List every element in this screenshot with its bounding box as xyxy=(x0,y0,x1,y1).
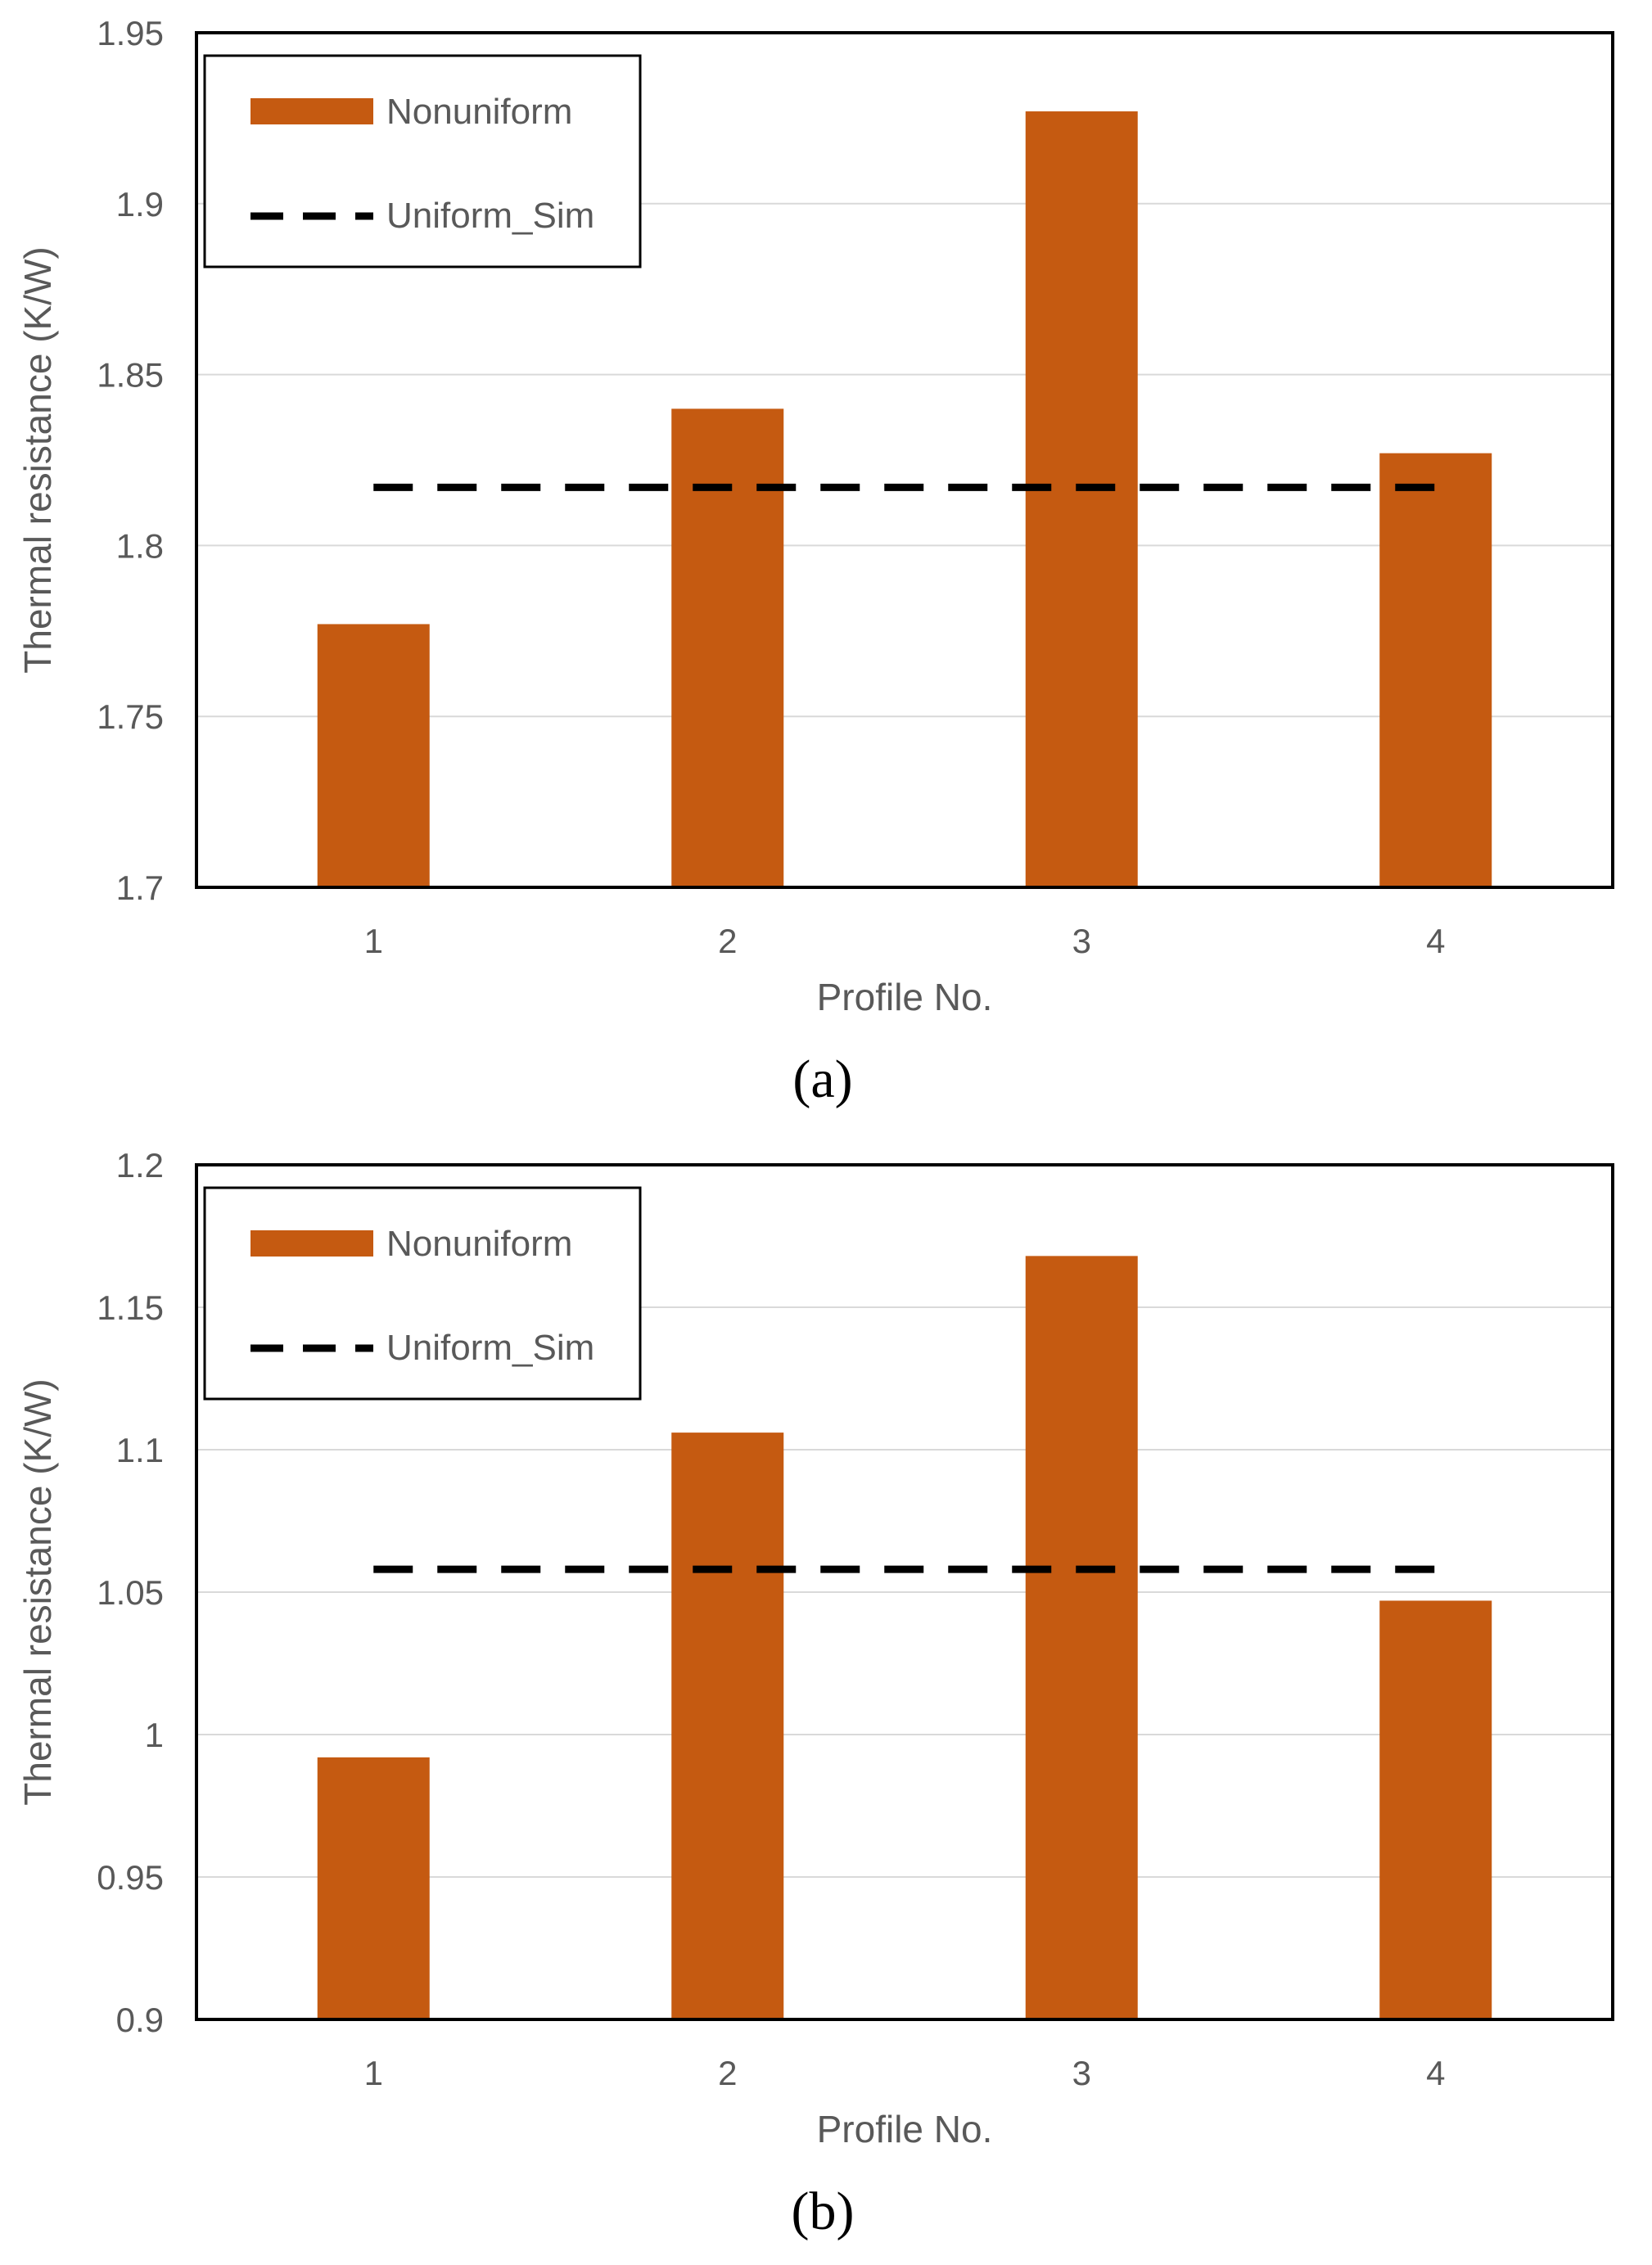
y-tick-label: 1.95 xyxy=(97,14,164,52)
y-tick-label: 1.05 xyxy=(97,1573,164,1612)
legend-box xyxy=(203,1186,642,1401)
x-tick-label: 2 xyxy=(718,2054,737,2092)
panel-label: (a) xyxy=(792,1049,852,1109)
y-tick-label: 1.15 xyxy=(97,1288,164,1327)
x-tick-label: 2 xyxy=(718,922,737,960)
x-tick-label: 3 xyxy=(1072,922,1091,960)
x-tick-label: 3 xyxy=(1072,2054,1091,2092)
bar-nonuniform-4 xyxy=(1379,1600,1492,2019)
y-tick-label: 1.75 xyxy=(97,697,164,736)
bar-nonuniform-3 xyxy=(1025,1256,1138,2019)
y-tick-label: 1.8 xyxy=(116,526,164,565)
x-tick-label: 4 xyxy=(1426,2054,1445,2092)
x-axis-title: Profile No. xyxy=(817,976,993,1018)
legend-swatch-nonuniform xyxy=(251,98,373,124)
y-tick-label: 1 xyxy=(145,1716,164,1754)
panel-label: (b) xyxy=(792,2182,855,2241)
x-tick-label: 4 xyxy=(1426,922,1445,960)
legend-label-uniform-sim: Uniform_Sim xyxy=(386,196,594,236)
legend-label-uniform-sim: Uniform_Sim xyxy=(386,1328,594,1368)
bar-nonuniform-2 xyxy=(671,1433,784,2019)
y-tick-label: 0.9 xyxy=(116,2001,164,2039)
y-tick-label: 1.2 xyxy=(116,1146,164,1184)
x-axis-title: Profile No. xyxy=(817,2108,993,2150)
y-tick-label: 1.9 xyxy=(116,185,164,223)
chart-a: 1.7 1.75 1.8 1.85 1.9 1.95 1 2 3 4 Profile No. Ther… xyxy=(16,14,1614,1109)
legend-label-nonuniform: Nonuniform xyxy=(386,92,572,132)
plot-frame xyxy=(195,1163,1614,2021)
bar-nonuniform-2 xyxy=(671,408,784,887)
x-tick-label: 1 xyxy=(364,922,383,960)
y-tick-label: 1.85 xyxy=(97,356,164,395)
legend-box xyxy=(203,54,642,268)
x-tick-label: 1 xyxy=(364,2054,383,2092)
bar-nonuniform-1 xyxy=(317,1757,430,2019)
bar-nonuniform-3 xyxy=(1025,111,1138,888)
chart-b: 0.9 0.95 1 1.05 1.1 1.15 1.2 1 2 3 4 Profile No. The… xyxy=(16,1146,1614,2241)
y-axis-title: Thermal resistance (K/W) xyxy=(16,1378,59,1805)
legend-label-nonuniform: Nonuniform xyxy=(386,1224,572,1264)
y-axis-title: Thermal resistance (K/W) xyxy=(16,246,59,673)
bar-nonuniform-4 xyxy=(1379,453,1492,887)
plot-frame xyxy=(195,31,1614,889)
bar-nonuniform-1 xyxy=(317,624,430,887)
y-tick-label: 0.95 xyxy=(97,1858,164,1897)
legend-swatch-nonuniform xyxy=(251,1230,373,1257)
y-tick-label: 1.7 xyxy=(116,869,164,907)
y-tick-label: 1.1 xyxy=(116,1431,164,1469)
